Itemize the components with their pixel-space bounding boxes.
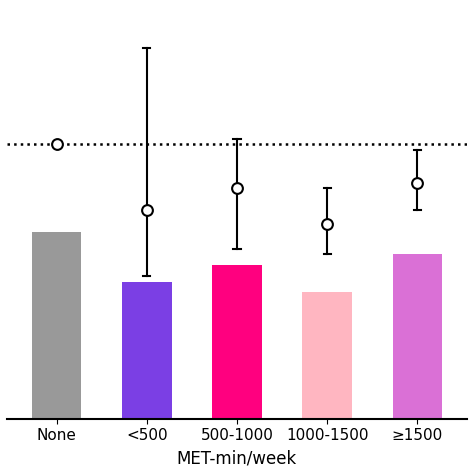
Bar [122, 282, 172, 419]
Bar [302, 292, 352, 419]
Point [323, 220, 331, 228]
Point [233, 184, 241, 192]
Bar [212, 265, 262, 419]
Bar [392, 254, 442, 419]
Bar [32, 232, 82, 419]
Point [53, 140, 60, 148]
X-axis label: MET-min/week: MET-min/week [177, 449, 297, 467]
Point [414, 179, 421, 186]
Point [143, 206, 151, 214]
